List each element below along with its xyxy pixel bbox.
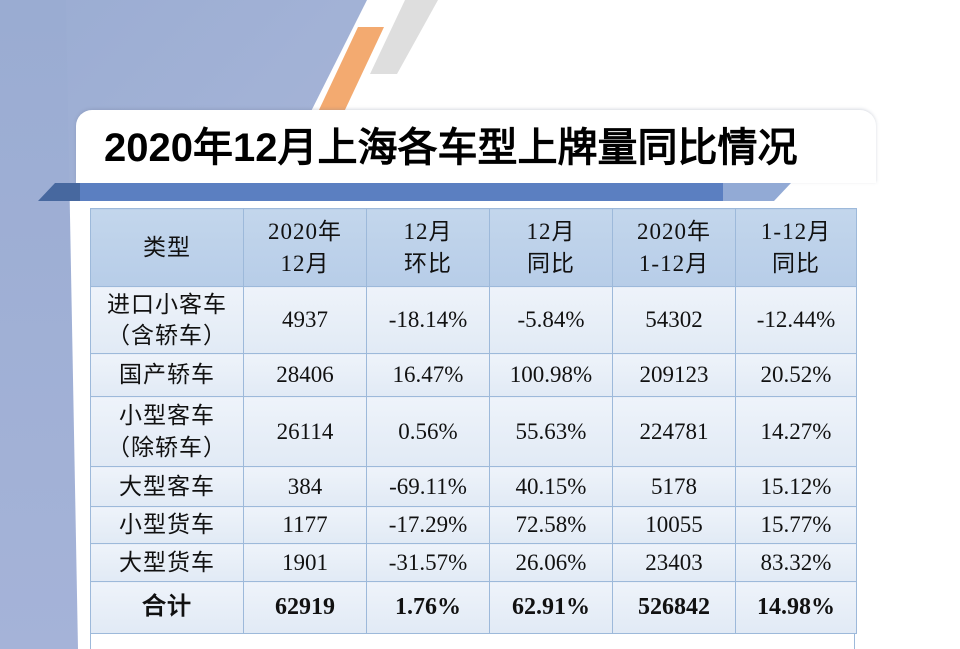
title-accent-bar: [38, 183, 791, 201]
table-cell: 26114: [243, 396, 367, 467]
table-cell: 16.47%: [366, 353, 490, 397]
slide-title: 2020年12月上海各车型上牌量同比情况: [104, 126, 798, 170]
table-cell: 83.32%: [735, 543, 857, 582]
table-cell: 0.56%: [366, 396, 490, 467]
table-total-row: 合计 62919 1.76% 62.91% 526842 14.98%: [90, 581, 857, 634]
table-cell: 54302: [612, 286, 736, 354]
table-row: 大型货车 1901 -31.57% 26.06% 23403 83.32%: [90, 543, 857, 582]
column-header-type: 类型: [90, 208, 244, 287]
table-cell: 40.15%: [489, 466, 613, 507]
table-cell: 5178: [612, 466, 736, 507]
table-cell: -31.57%: [366, 543, 490, 582]
row-label: 国产轿车: [90, 353, 244, 397]
table-cell: 55.63%: [489, 396, 613, 467]
table-cell: 62919: [243, 581, 367, 634]
title-box: 2020年12月上海各车型上牌量同比情况: [76, 110, 876, 183]
table-row: 大型客车 384 -69.11% 40.15% 5178 15.12%: [90, 466, 857, 507]
table-cell: 15.12%: [735, 466, 857, 507]
column-header-yoy: 12月 同比: [489, 208, 613, 287]
table-cell: 4937: [243, 286, 367, 354]
table-cell: 209123: [612, 353, 736, 397]
table-cell: 28406: [243, 353, 367, 397]
table-cell: 224781: [612, 396, 736, 467]
gray-slash-shape: [370, 0, 438, 74]
table-cell: 10055: [612, 506, 736, 544]
table-cell: 1901: [243, 543, 367, 582]
table-cell: 23403: [612, 543, 736, 582]
table-cell: 62.91%: [489, 581, 613, 634]
table-cell: 526842: [612, 581, 736, 634]
column-header-mom: 12月 环比: [366, 208, 490, 287]
table-row: 国产轿车 28406 16.47% 100.98% 209123 20.52%: [90, 353, 857, 397]
table-cell: 1.76%: [366, 581, 490, 634]
table-cell: 26.06%: [489, 543, 613, 582]
table-cell: 20.52%: [735, 353, 857, 397]
row-label: 大型客车: [90, 466, 244, 507]
table-cell: -18.14%: [366, 286, 490, 354]
row-label: 小型客车 （除轿车）: [90, 396, 244, 467]
table-cell: 1177: [243, 506, 367, 544]
table-row: 进口小客车 （含轿车） 4937 -18.14% -5.84% 54302 -1…: [90, 286, 857, 354]
column-header-ytd-yoy: 1-12月 同比: [735, 208, 857, 287]
table-cell: 100.98%: [489, 353, 613, 397]
table-row: 小型客车 （除轿车） 26114 0.56% 55.63% 224781 14.…: [90, 396, 857, 467]
column-header-ytd: 2020年 1-12月: [612, 208, 736, 287]
row-label: 大型货车: [90, 543, 244, 582]
table-row: 小型货车 1177 -17.29% 72.58% 10055 15.77%: [90, 506, 857, 544]
row-label-total: 合计: [90, 581, 244, 634]
row-label: 进口小客车 （含轿车）: [90, 286, 244, 354]
table-cell: -12.44%: [735, 286, 857, 354]
table-cell: -69.11%: [366, 466, 490, 507]
row-label: 小型货车: [90, 506, 244, 544]
registration-table: 类型 2020年 12月 12月 环比 12月 同比 2020年 1-12月 1…: [90, 208, 857, 634]
table-cell: 14.27%: [735, 396, 857, 467]
table-frame-clipped: [90, 634, 855, 649]
left-edge-band: [0, 0, 78, 649]
table-cell: -5.84%: [489, 286, 613, 354]
table-cell: 72.58%: [489, 506, 613, 544]
table-header-row: 类型 2020年 12月 12月 环比 12月 同比 2020年 1-12月 1…: [90, 208, 857, 287]
table-cell: 14.98%: [735, 581, 857, 634]
table-cell: -17.29%: [366, 506, 490, 544]
table-cell: 15.77%: [735, 506, 857, 544]
column-header-dec2020: 2020年 12月: [243, 208, 367, 287]
table-cell: 384: [243, 466, 367, 507]
